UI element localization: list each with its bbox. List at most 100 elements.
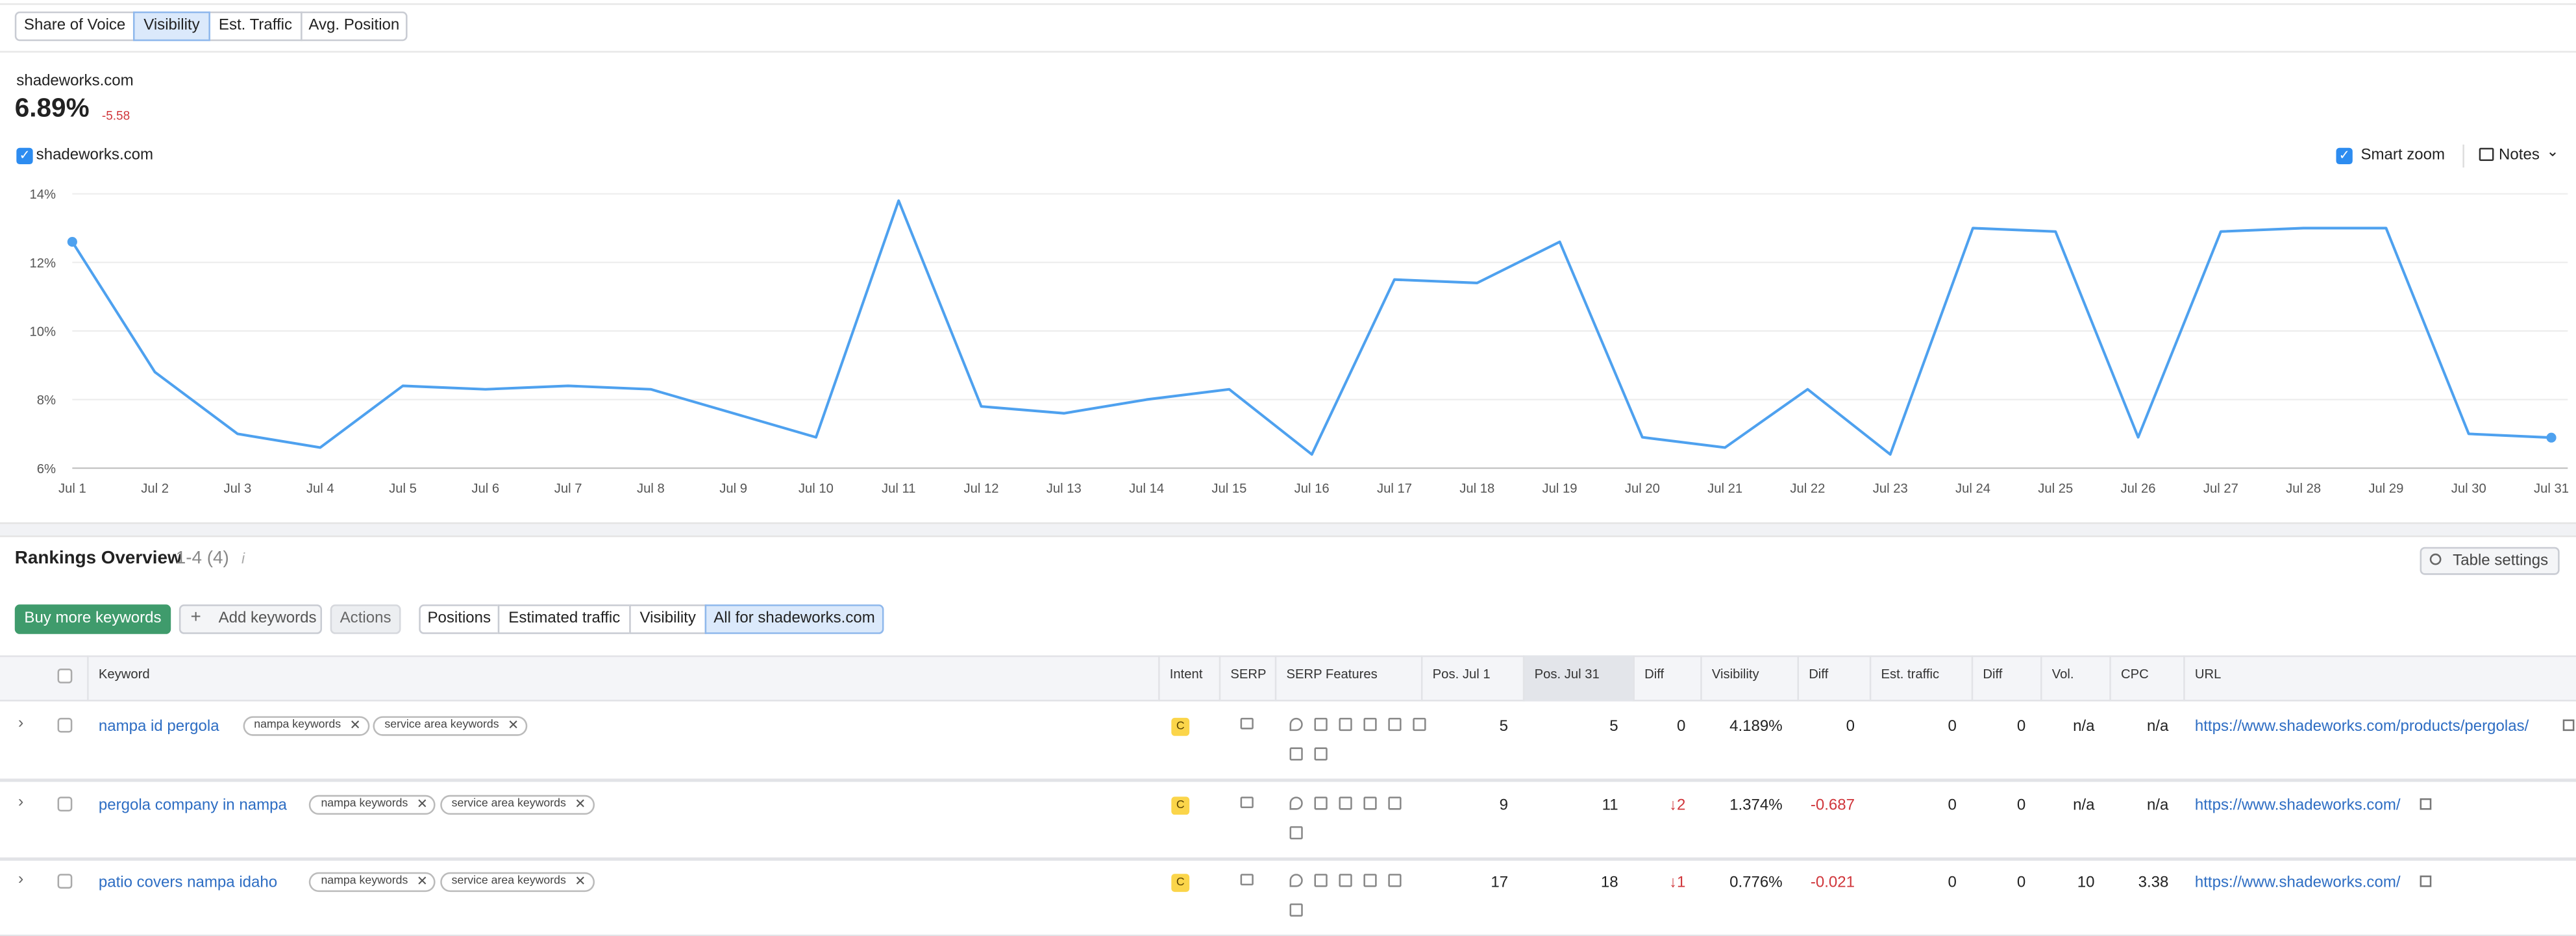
legend-checkbox[interactable]: ✓ <box>16 147 33 165</box>
metric-tab[interactable]: Visibility <box>132 11 210 42</box>
x-tick-label: Jul 23 <box>1873 482 1908 496</box>
x-tick-label: Jul 15 <box>1211 482 1246 496</box>
keyword-tag[interactable]: nampa keywords ✕ <box>309 794 436 815</box>
serp-feature-icon <box>1289 717 1303 732</box>
column-separator <box>1797 655 1800 702</box>
column-header[interactable]: Est. traffic <box>1881 667 1940 682</box>
row-checkbox[interactable] <box>57 717 73 733</box>
y-tick-label: 8% <box>37 393 56 408</box>
serp-icon[interactable] <box>1240 874 1254 885</box>
view-tab[interactable]: Visibility <box>629 604 707 634</box>
column-header[interactable]: Intent <box>1169 667 1203 682</box>
column-header[interactable]: URL <box>2194 667 2222 682</box>
serp-feature-icon <box>1314 717 1328 732</box>
column-header[interactable]: Diff <box>1983 667 2003 682</box>
cell-value: 0 <box>1846 717 1855 736</box>
row-border <box>0 857 2576 860</box>
view-tab[interactable]: All for shadeworks.com <box>704 604 884 634</box>
tag-remove[interactable]: ✕ <box>349 717 361 733</box>
keyword-tag[interactable]: service area keywords ✕ <box>440 872 594 893</box>
end-point <box>67 236 77 247</box>
cell-value: n/a <box>2073 717 2095 736</box>
view-tab[interactable]: Positions <box>419 604 500 634</box>
expand-arrow[interactable]: › <box>18 714 24 733</box>
tag-remove[interactable]: ✕ <box>575 874 586 889</box>
keyword-link[interactable]: pergola company in nampa <box>98 796 287 815</box>
view-tab[interactable]: Estimated traffic <box>497 604 631 634</box>
metric-tab[interactable]: Share of Voice <box>14 11 135 42</box>
url-link[interactable]: https://www.shadeworks.com/products/perg… <box>2194 717 2529 736</box>
url-link[interactable]: https://www.shadeworks.com/ <box>2194 874 2401 893</box>
external-icon <box>2420 798 2432 810</box>
tag-remove[interactable]: ✕ <box>416 874 428 889</box>
cell-value: 5 <box>1499 717 1509 736</box>
cell-value: 18 <box>1600 874 1618 893</box>
column-header[interactable]: Visibility <box>1711 667 1759 682</box>
serp-icon[interactable] <box>1240 796 1254 809</box>
x-tick-label: Jul 21 <box>1707 482 1742 496</box>
cell-value: 0 <box>1948 796 1957 815</box>
keyword-tag[interactable]: service area keywords ✕ <box>373 716 527 736</box>
metric-value: 6.89% <box>14 95 90 123</box>
cell-value: n/a <box>2073 796 2095 815</box>
keyword-tag[interactable]: nampa keywords ✕ <box>242 716 369 736</box>
sorted-column <box>1522 655 1633 702</box>
serp-icon[interactable] <box>1240 717 1254 730</box>
domain-label: shadeworks.com <box>16 72 134 91</box>
column-separator <box>1633 655 1635 702</box>
x-tick-label: Jul 29 <box>2368 482 2403 496</box>
header-checkbox[interactable] <box>57 668 73 684</box>
column-header[interactable]: Keyword <box>98 667 150 682</box>
column-separator <box>2040 655 2042 702</box>
expand-arrow[interactable]: › <box>18 870 24 889</box>
tag-remove[interactable]: ✕ <box>508 717 519 733</box>
tag-remove[interactable]: ✕ <box>416 796 428 812</box>
x-tick-label: Jul 12 <box>964 482 999 496</box>
column-header[interactable]: Pos. Jul 31 <box>1534 667 1600 682</box>
url-link[interactable]: https://www.shadeworks.com/ <box>2194 796 2401 815</box>
x-tick-label: Jul 20 <box>1625 482 1660 496</box>
cell-value: 17 <box>1491 874 1509 893</box>
metric-tab[interactable]: Est. Traffic <box>208 11 303 42</box>
column-header[interactable]: Vol. <box>2051 667 2074 682</box>
x-tick-label: Jul 27 <box>2203 482 2238 496</box>
smart-zoom-label[interactable]: Smart zoom <box>2360 146 2446 165</box>
serp-feature-icon <box>1413 717 1426 732</box>
serp-feature-icon <box>1289 874 1303 887</box>
serp-feature-icon <box>1363 796 1377 810</box>
metric-tab[interactable]: Avg. Position <box>301 11 408 42</box>
column-header[interactable]: SERP Features <box>1286 667 1378 682</box>
add-button[interactable]: Add keywords <box>179 604 322 634</box>
column-header[interactable]: Diff <box>1644 667 1665 682</box>
column-separator <box>2183 655 2185 702</box>
rankings-count: 1-4 (4) <box>175 548 229 569</box>
column-header[interactable]: Diff <box>1809 667 1829 682</box>
column-separator <box>1158 655 1160 702</box>
column-header[interactable]: Pos. Jul 1 <box>1432 667 1491 682</box>
column-header[interactable]: CPC <box>2121 667 2149 682</box>
cell-value: 0 <box>2016 796 2026 815</box>
tag-remove[interactable]: ✕ <box>575 796 586 812</box>
x-tick-label: Jul 30 <box>2451 482 2486 496</box>
x-tick-label: Jul 9 <box>719 482 747 496</box>
cell-value: -0.687 <box>1810 796 1855 815</box>
table-settings[interactable]: Table settings <box>2420 547 2560 575</box>
metric-change: -5.58 <box>101 108 130 123</box>
keyword-link[interactable]: patio covers nampa idaho <box>98 874 278 893</box>
x-tick-label: Jul 13 <box>1046 482 1082 496</box>
notes-button[interactable]: Notes <box>2499 146 2540 165</box>
keyword-link[interactable]: nampa id pergola <box>98 717 219 736</box>
row-checkbox[interactable] <box>57 874 73 889</box>
serp-feature-icon <box>1363 717 1377 732</box>
actions-button[interactable]: Actions <box>330 604 401 634</box>
external-icon <box>2563 719 2575 732</box>
keyword-tag[interactable]: service area keywords ✕ <box>440 794 594 815</box>
keyword-tag[interactable]: nampa keywords ✕ <box>309 872 436 893</box>
buy-button[interactable]: Buy more keywords <box>14 604 171 634</box>
row-checkbox[interactable] <box>57 796 73 812</box>
smart-zoom-checkbox[interactable]: ✓ <box>2336 147 2353 165</box>
expand-arrow[interactable]: › <box>18 793 24 812</box>
column-header[interactable]: SERP <box>1230 667 1267 682</box>
